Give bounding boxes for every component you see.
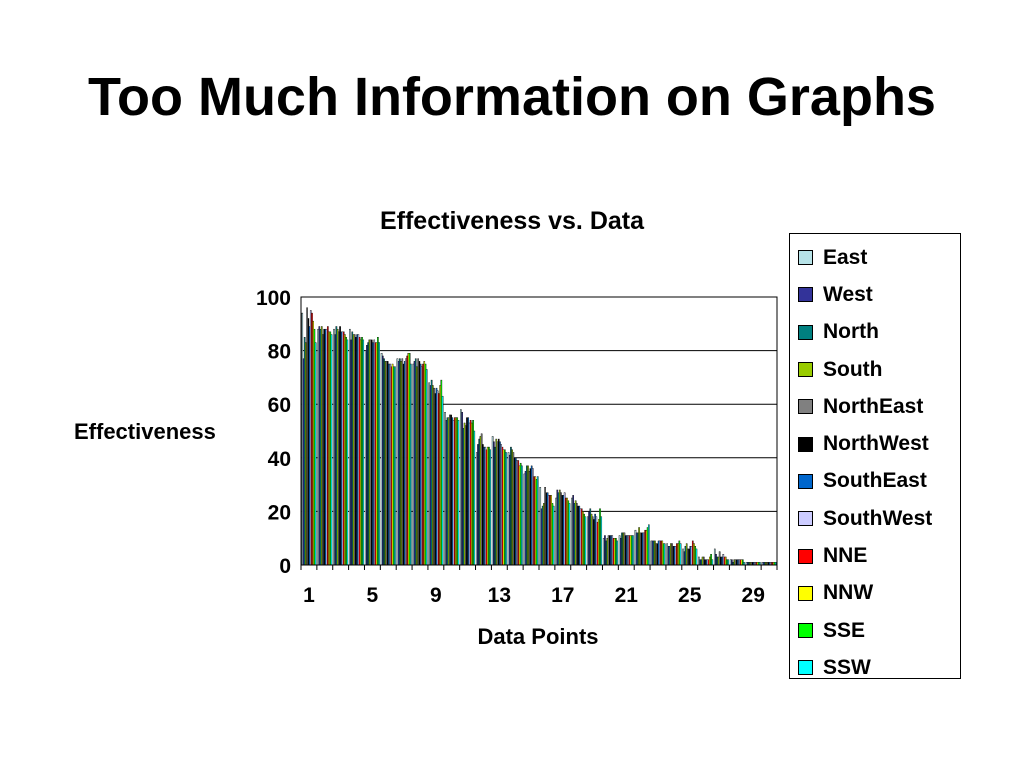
legend-item-east: East (790, 239, 960, 276)
legend-item-northeast: NorthEast (790, 388, 960, 425)
legend-swatch (798, 511, 813, 527)
y-tick-label: 100 (256, 287, 291, 310)
bar-ssw-24 (679, 543, 682, 566)
legend-label: SSE (823, 618, 866, 642)
legend-swatch (798, 287, 813, 303)
bar-ssw-23 (663, 543, 666, 566)
legend-item-nnw: NNW (790, 575, 960, 612)
legend-swatch (798, 324, 813, 340)
bar-ssw-8 (425, 369, 428, 566)
legend-label: SouthWest (823, 506, 933, 530)
legend-item-west: West (790, 276, 960, 313)
y-tick-label: 0 (279, 555, 291, 578)
legend-swatch (798, 436, 813, 452)
legend-swatch (798, 399, 813, 415)
bar-ssw-10 (457, 420, 460, 566)
legend-label: SSW (823, 655, 871, 679)
bar-ssw-13 (505, 452, 507, 566)
legend-label: North (823, 320, 879, 344)
bar-ssw-20 (616, 540, 618, 566)
bars (301, 307, 777, 566)
legend-swatch (798, 362, 813, 378)
bar-ssw-17 (568, 503, 571, 566)
axes (300, 296, 778, 570)
bar-ssw-14 (521, 465, 523, 566)
bar-ssw-19 (600, 516, 603, 566)
legend-item-north: North (790, 314, 960, 351)
bar-ssw-3 (346, 339, 349, 566)
bar-ssw-4 (362, 339, 365, 566)
legend-label: SouthEast (823, 469, 927, 493)
bar-ssw-25 (695, 548, 698, 566)
bar-ssw-26 (711, 559, 714, 566)
legend-swatch (798, 660, 813, 676)
bar-ssw-11 (473, 430, 476, 566)
legend-label: NNE (823, 544, 868, 568)
legend-label: East (823, 245, 868, 269)
bar-ssw-22 (648, 524, 650, 566)
x-tick-label: 17 (551, 584, 574, 607)
x-tick-label: 29 (742, 584, 765, 607)
legend-label: NorthEast (823, 394, 924, 418)
slide-title: Too Much Information on Graphs (88, 67, 936, 127)
bar-ssw-18 (584, 516, 587, 566)
legend-item-southeast: SouthEast (790, 463, 960, 500)
y-tick-label: 60 (268, 394, 291, 417)
x-tick-label: 9 (430, 584, 442, 607)
legend-swatch (798, 473, 813, 489)
bar-ssw-15 (536, 476, 539, 566)
legend-label: West (823, 282, 873, 306)
y-axis-label: Effectiveness (74, 419, 216, 444)
x-tick-label: 5 (367, 584, 379, 607)
legend-item-ssw: SSW (790, 649, 960, 686)
x-tick-label: 21 (615, 584, 639, 607)
x-tick-label: 1 (303, 584, 315, 607)
x-tick-label: 13 (488, 584, 511, 607)
legend-item-nne: NNE (790, 537, 960, 574)
bar-ssw-16 (552, 505, 555, 566)
bar-ssw-12 (489, 449, 491, 566)
y-tick-label: 20 (268, 501, 291, 524)
legend-item-south: South (790, 351, 960, 388)
legend-item-sse: SSE (790, 612, 960, 649)
legend-swatch (798, 623, 813, 639)
x-axis-label: Data Points (477, 624, 599, 649)
tick-labels: 0 20 40 60 80 100 1 5 9 13 17 21 25 29 (256, 287, 765, 607)
legend-swatch (798, 548, 813, 564)
legend-label: NNW (823, 581, 874, 605)
legend-swatch (798, 585, 813, 601)
chart-title: Effectiveness vs. Data (379, 207, 645, 235)
bar-ssw-21 (632, 535, 634, 566)
bar-ssw-6 (394, 366, 396, 566)
bar-ssw-2 (330, 334, 333, 566)
legend-item-southwest: SouthWest (790, 500, 960, 537)
legend-swatch (798, 250, 813, 266)
legend-item-northwest: NorthWest (790, 425, 960, 462)
bar-ssw-7 (410, 363, 412, 566)
legend-label: South (823, 357, 883, 381)
bar-ssw-5 (378, 342, 380, 566)
legend-label: NorthWest (823, 432, 929, 456)
y-tick-label: 40 (268, 448, 291, 471)
bar-ssw-9 (441, 395, 444, 566)
bar-ssw-27 (727, 559, 729, 566)
y-tick-label: 80 (268, 341, 291, 364)
x-tick-label: 25 (678, 584, 702, 607)
bar-ssw-1 (314, 342, 317, 566)
legend: East West North South NorthEast NorthWest Sout… (789, 233, 961, 679)
